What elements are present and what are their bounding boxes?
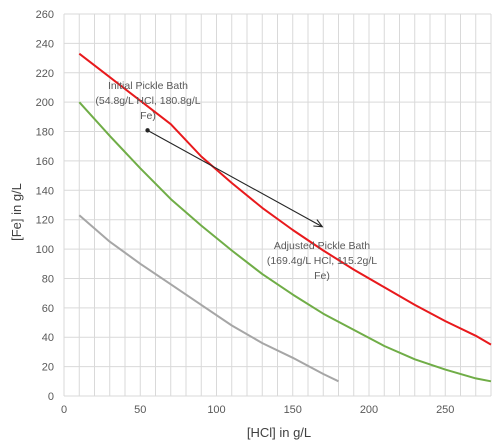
y-tick-label: 260 [36, 9, 54, 21]
annotation-2-line: Fe) [314, 270, 330, 282]
annotation-layer: Initial Pickle Bath (54.8g/L HCl, 180.8g/… [95, 80, 377, 282]
y-tick-label: 200 [36, 97, 54, 109]
y-tick-label: 160 [36, 156, 54, 168]
x-tick-label: 50 [134, 404, 146, 416]
annotation-1-line: Initial Pickle Bath [108, 80, 188, 92]
x-tick-label: 200 [360, 404, 378, 416]
x-tick-label: 0 [61, 404, 67, 416]
annotation-2-line: Adjusted Pickle Bath [274, 240, 370, 252]
x-tick-label: 150 [284, 404, 302, 416]
y-tick-label: 180 [36, 127, 54, 139]
series-line-3 [78, 214, 339, 383]
arrow-head [313, 219, 324, 228]
annotation-1-line: (54.8g/L HCl, 180.8g/L [95, 95, 200, 107]
series-line-2 [78, 101, 492, 383]
annotation-1-line: Fe) [140, 110, 156, 122]
arrow-layer [145, 128, 324, 228]
arrow-line [147, 129, 323, 228]
x-axis-title: [HCl] in g/L [247, 425, 311, 440]
y-tick-label: 120 [36, 215, 54, 227]
grid [63, 13, 492, 397]
y-tick-label: 240 [36, 38, 54, 50]
y-tick-label: 0 [48, 391, 54, 403]
series-line-1 [78, 52, 492, 346]
y-axis-title: [Fe] in g/L [9, 183, 24, 241]
y-tick-label: 100 [36, 244, 54, 256]
x-tick-label: 250 [436, 404, 454, 416]
y-tick-label: 220 [36, 68, 54, 80]
series-layer [78, 52, 492, 383]
x-tick-label: 100 [207, 404, 225, 416]
annotation-2-line: (169.4g/L HCl, 115.2g/L [267, 255, 377, 267]
y-tick-label: 60 [42, 303, 54, 315]
y-tick-label: 40 [42, 332, 54, 344]
y-tick-label: 20 [42, 362, 54, 374]
y-tick-label: 80 [42, 273, 54, 285]
y-tick-label: 140 [36, 185, 54, 197]
ticks: 0 20 40 60 80 100 120 140 160 180 200 220 240 260 0 50 1… [36, 9, 455, 416]
